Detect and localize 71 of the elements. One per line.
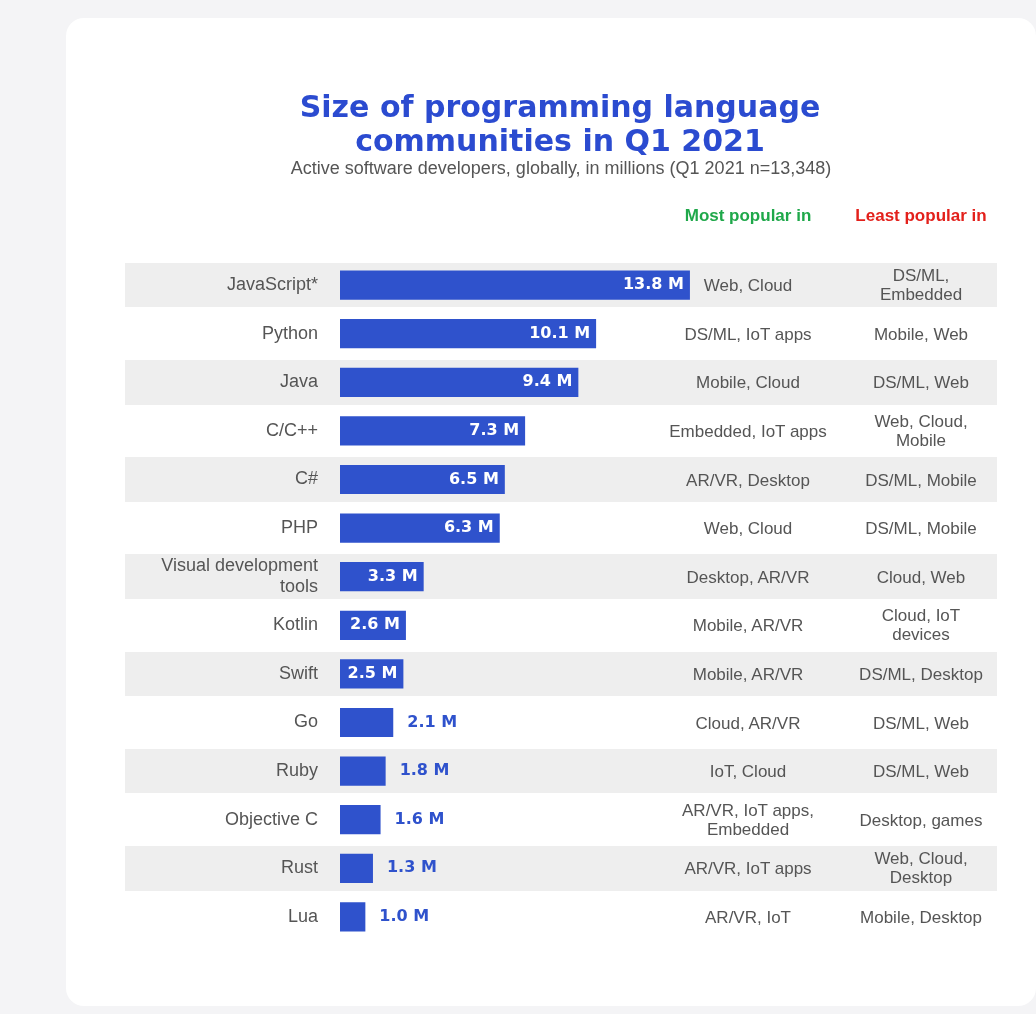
text: DS/ML, Mobile [864, 470, 978, 489]
bar [340, 416, 526, 446]
y-tick-label: Kotlin [272, 614, 318, 635]
text: IoT, Cloud [708, 761, 788, 781]
y-tick-label: Swift [278, 662, 318, 683]
text: Mobile, AR/VR [691, 664, 805, 684]
text: Web, Cloud, Mobile [873, 411, 969, 450]
data-label: 2.1 M [407, 711, 458, 731]
y-tick-label: Lua [287, 905, 319, 926]
text: Cloud, Web [875, 567, 967, 587]
text: DS/ML, Web [871, 713, 971, 732]
text: Desktop, games [858, 810, 984, 830]
bar [340, 319, 597, 349]
bar [340, 707, 394, 738]
text: Web, Cloud [703, 275, 793, 295]
text: DS/ML, Web [871, 761, 971, 781]
data-label: 1.0 M [379, 906, 430, 926]
annotation: Embedded, IoT apps [668, 421, 828, 441]
y-tick-label: Rust [280, 857, 318, 878]
bar [340, 902, 366, 932]
y-tick-label: JavaScript* [226, 274, 318, 295]
annotation: AR/VR, Desktop [685, 470, 811, 489]
bar [340, 270, 690, 300]
data-label: 10.1 M [529, 322, 591, 342]
bar [340, 805, 381, 835]
text: DS/ML, Web [871, 372, 971, 392]
y-tick-label: PHP [280, 517, 318, 538]
text: Mobile, Web [872, 324, 970, 344]
text: DS/ML, Desktop [858, 664, 984, 684]
text: Mobile, Desktop [859, 907, 983, 927]
data-label: 1.6 M [394, 808, 445, 828]
text: Cloud, AR/VR [694, 713, 802, 732]
data-label: 6.3 M [443, 517, 494, 537]
data-label: 2.6 M [350, 614, 400, 634]
chart-title: Size of programming language communities in Q1 2021 [298, 89, 822, 158]
data-label: 6.5 M [448, 468, 499, 488]
text: DS/ML, Mobile [864, 518, 978, 538]
data-label: 1.3 M [386, 857, 437, 877]
data-label: 9.4 M [522, 371, 573, 391]
bar [340, 756, 386, 786]
y-tick-label: Java [279, 371, 319, 392]
text: Cloud, IoT devices [880, 606, 962, 645]
data-label: 1.8 M [399, 760, 450, 780]
y-tick-label: C/C++ [265, 419, 318, 440]
text: Least popular in [855, 206, 987, 226]
text: Mobile, AR/VR [691, 615, 805, 635]
data-label: 2.5 M [347, 663, 398, 683]
bar [340, 513, 500, 543]
y-tick-label: Go [293, 711, 318, 732]
bar [340, 464, 505, 495]
data-label: 3.3 M [367, 565, 418, 585]
y-tick-label: Ruby [275, 760, 318, 781]
bar [340, 367, 579, 397]
annotation: Desktop, AR/VR [685, 567, 811, 587]
text: Mobile, Cloud [695, 372, 801, 392]
chart-subtitle: Active software developers, globally, in millions (Q1 2021 n=13,348) [289, 158, 833, 179]
y-tick-label: Objective C [224, 808, 318, 829]
text: AR/VR, IoT [704, 907, 792, 927]
text: DS/ML, Embedded [878, 266, 964, 305]
text: Web, Cloud, Desktop [873, 849, 969, 888]
annotation: AR/VR, IoT apps, Embedded [681, 800, 815, 839]
text: Most popular in [683, 206, 813, 226]
bar [340, 853, 373, 883]
data-label: 7.3 M [469, 420, 520, 440]
y-tick-label: Python [261, 322, 318, 343]
annotation: DS/ML, IoT apps [683, 324, 813, 344]
annotation: AR/VR, IoT apps [683, 858, 813, 878]
text: Web, Cloud [702, 518, 794, 538]
y-tick-label: C# [294, 468, 318, 489]
y-tick-label: Visual development tools [161, 554, 318, 597]
data-label: 13.8 M [622, 274, 684, 294]
